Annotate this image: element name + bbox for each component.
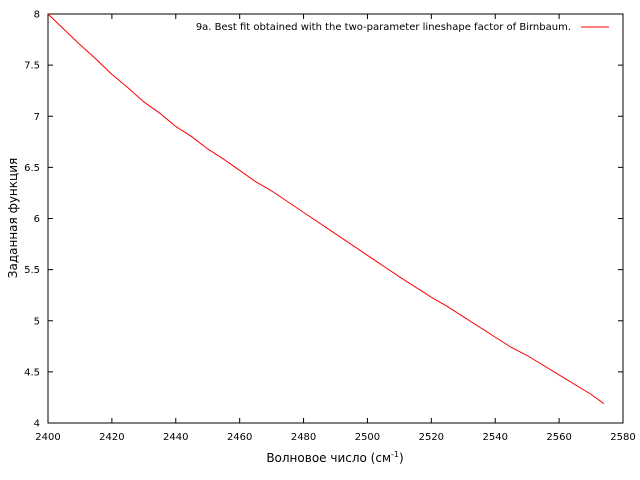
x-tick-label: 2400	[35, 432, 60, 443]
legend-label: 9a. Best fit obtained with the two-param…	[196, 22, 571, 33]
y-tick-label: 7.5	[24, 61, 40, 72]
x-tick-label: 2440	[163, 432, 188, 443]
x-axis-title-close: )	[399, 451, 404, 465]
x-axis-title-exponent: -1	[391, 450, 399, 459]
x-axis-ticks: 2400 2420 2440 2460 2480 2500 2520 2540 2560 2580	[35, 14, 636, 443]
x-axis-title-main: Волновое число (см	[266, 451, 391, 465]
y-tick-label: 6	[34, 214, 40, 225]
y-tick-label: 8	[34, 10, 40, 21]
x-tick-label: 2460	[227, 432, 252, 443]
x-tick-label: 2560	[546, 432, 571, 443]
series-line	[47, 13, 605, 404]
y-tick-label: 5	[34, 316, 40, 327]
x-tick-label: 2420	[99, 432, 124, 443]
x-tick-label: 2480	[291, 432, 316, 443]
x-axis-title: Волновое число (см-1)	[266, 450, 403, 465]
x-tick-label: 2540	[482, 432, 507, 443]
x-tick-label: 2520	[419, 432, 444, 443]
y-tick-label: 7	[34, 112, 40, 123]
y-tick-label: 4.5	[24, 367, 40, 378]
y-tick-label: 6.5	[24, 163, 40, 174]
y-axis-title: Заданная функция	[6, 158, 20, 278]
y-tick-label: 4	[34, 419, 40, 430]
x-tick-label: 2500	[355, 432, 380, 443]
y-axis-ticks: 4 4.5 5 5.5 6 6.5 7 7.5 8	[24, 10, 623, 430]
legend: 9a. Best fit obtained with the two-param…	[196, 22, 609, 33]
x-tick-label: 2580	[610, 432, 635, 443]
series-layer	[47, 13, 605, 404]
y-tick-label: 5.5	[24, 265, 40, 276]
